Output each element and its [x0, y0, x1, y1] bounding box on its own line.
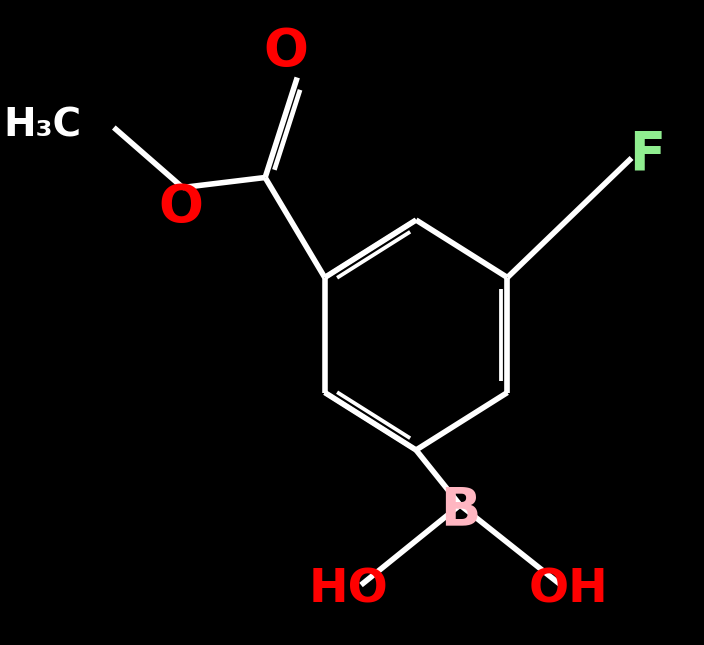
Text: H₃C: H₃C [4, 106, 82, 144]
Text: O: O [263, 26, 308, 78]
Text: F: F [629, 129, 665, 181]
Text: B: B [440, 484, 480, 536]
Text: OH: OH [529, 568, 608, 613]
Text: O: O [158, 182, 203, 234]
Text: HO: HO [308, 568, 388, 613]
